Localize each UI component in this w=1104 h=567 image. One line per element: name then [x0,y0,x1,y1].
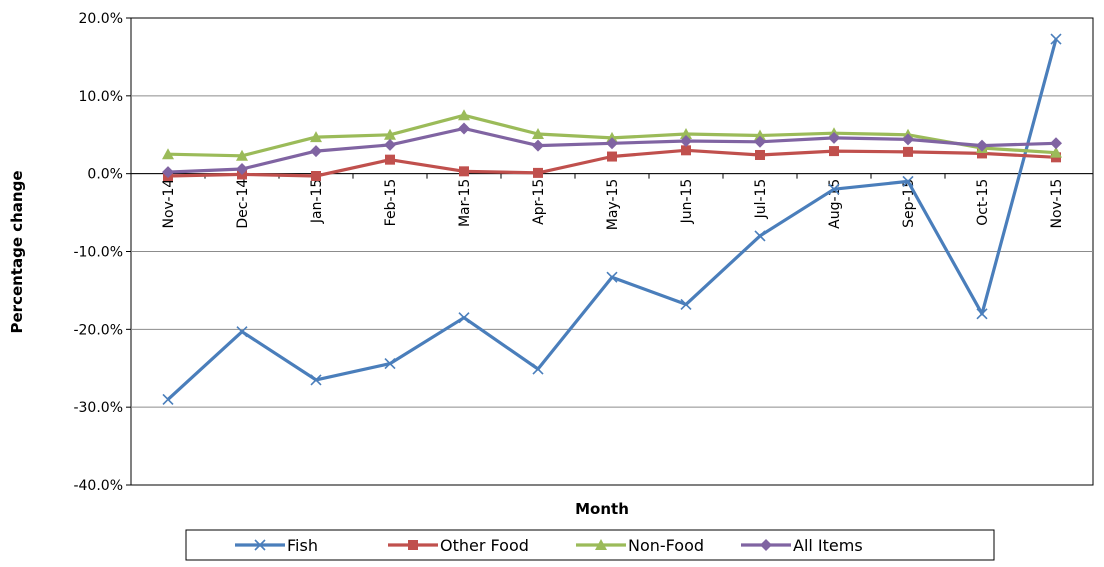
x-tick-label: Jan-15 [309,179,325,224]
x-tick-label: Apr-15 [531,179,547,225]
data-point [236,326,248,338]
data-point [162,148,174,160]
y-axis: 20.0% 10.0% 0.0% -10.0% -20.0% -30.0% -40.0% [73,11,131,494]
y-tick-label: -20.0% [73,322,123,338]
data-point [408,540,418,550]
series-group [162,33,1062,405]
data-point [680,298,692,310]
x-tick-label: Mar-15 [457,179,473,227]
data-point [595,539,607,550]
data-point [254,539,266,551]
data-point [976,139,988,152]
y-tick-label: -30.0% [73,400,123,416]
data-point [532,139,544,152]
data-point [311,171,321,182]
series-other-food [163,145,1061,182]
y-axis-title: Percentage change [8,170,26,333]
x-axis-title: Month [575,500,629,518]
y-tick-label: 10.0% [79,89,123,105]
x-tick-label: Nov-15 [1049,179,1065,229]
x-tick-label: Aug-15 [827,179,843,229]
x-tick-label: Dec-14 [235,179,251,229]
data-point [310,131,322,143]
data-point [458,312,470,324]
x-tick-label: Feb-15 [383,179,399,227]
data-point [606,137,618,150]
legend-label: Non-Food [628,536,704,555]
data-point [607,151,617,162]
legend-item: Other Food [388,536,529,555]
data-point [236,149,248,161]
x-tick-label: Nov-14 [161,179,177,229]
legend-item: Fish [235,536,318,555]
data-point [903,146,913,157]
data-point [829,146,839,157]
x-tick-label: Oct-15 [975,179,991,226]
y-tick-label: 0.0% [87,167,123,183]
data-point [458,122,470,135]
legend-label: All Items [793,536,863,555]
x-tick-label: Jun-15 [679,179,695,225]
data-point [754,129,766,141]
data-point [384,358,396,370]
data-point [754,230,766,242]
data-point [680,127,692,139]
y-tick-label: 20.0% [79,11,123,27]
data-point [1050,137,1062,150]
data-point [755,149,765,160]
x-axis: Nov-14 Dec-14 Jan-15 Feb-15 Mar-15 Apr-15 May-… [130,173,1094,231]
data-point [681,145,691,156]
data-point [384,128,396,140]
data-point [760,539,772,551]
data-point [828,131,840,144]
x-tick-label: May-15 [605,179,621,231]
data-point [1050,146,1062,158]
data-point [1050,33,1062,45]
data-point [310,374,322,386]
data-point [162,393,174,405]
data-point [384,138,396,151]
legend: Fish Other Food Non-Food All Items [185,529,995,561]
data-point [902,133,914,146]
y-tick-label: -10.0% [73,245,123,261]
y-tick-label: -40.0% [73,478,123,494]
data-point [385,154,395,165]
legend-label: Other Food [440,536,529,555]
data-point [458,109,470,121]
data-point [532,127,544,139]
data-point [532,363,544,375]
data-point [680,134,692,147]
data-point [606,271,618,283]
x-tick-label: Jul-15 [753,179,769,220]
legend-item: All Items [741,536,863,555]
data-point [977,148,987,159]
legend-label: Fish [287,536,318,555]
data-point [533,167,543,178]
data-point [902,175,914,188]
data-point [459,166,469,177]
data-point [236,162,248,175]
legend-item: Non-Food [576,536,704,555]
data-point [162,166,174,179]
series-all-items [162,122,1062,179]
series-fish [162,33,1062,405]
data-point [828,183,840,195]
data-point [310,145,322,158]
data-point [754,135,766,148]
data-point [976,308,988,320]
